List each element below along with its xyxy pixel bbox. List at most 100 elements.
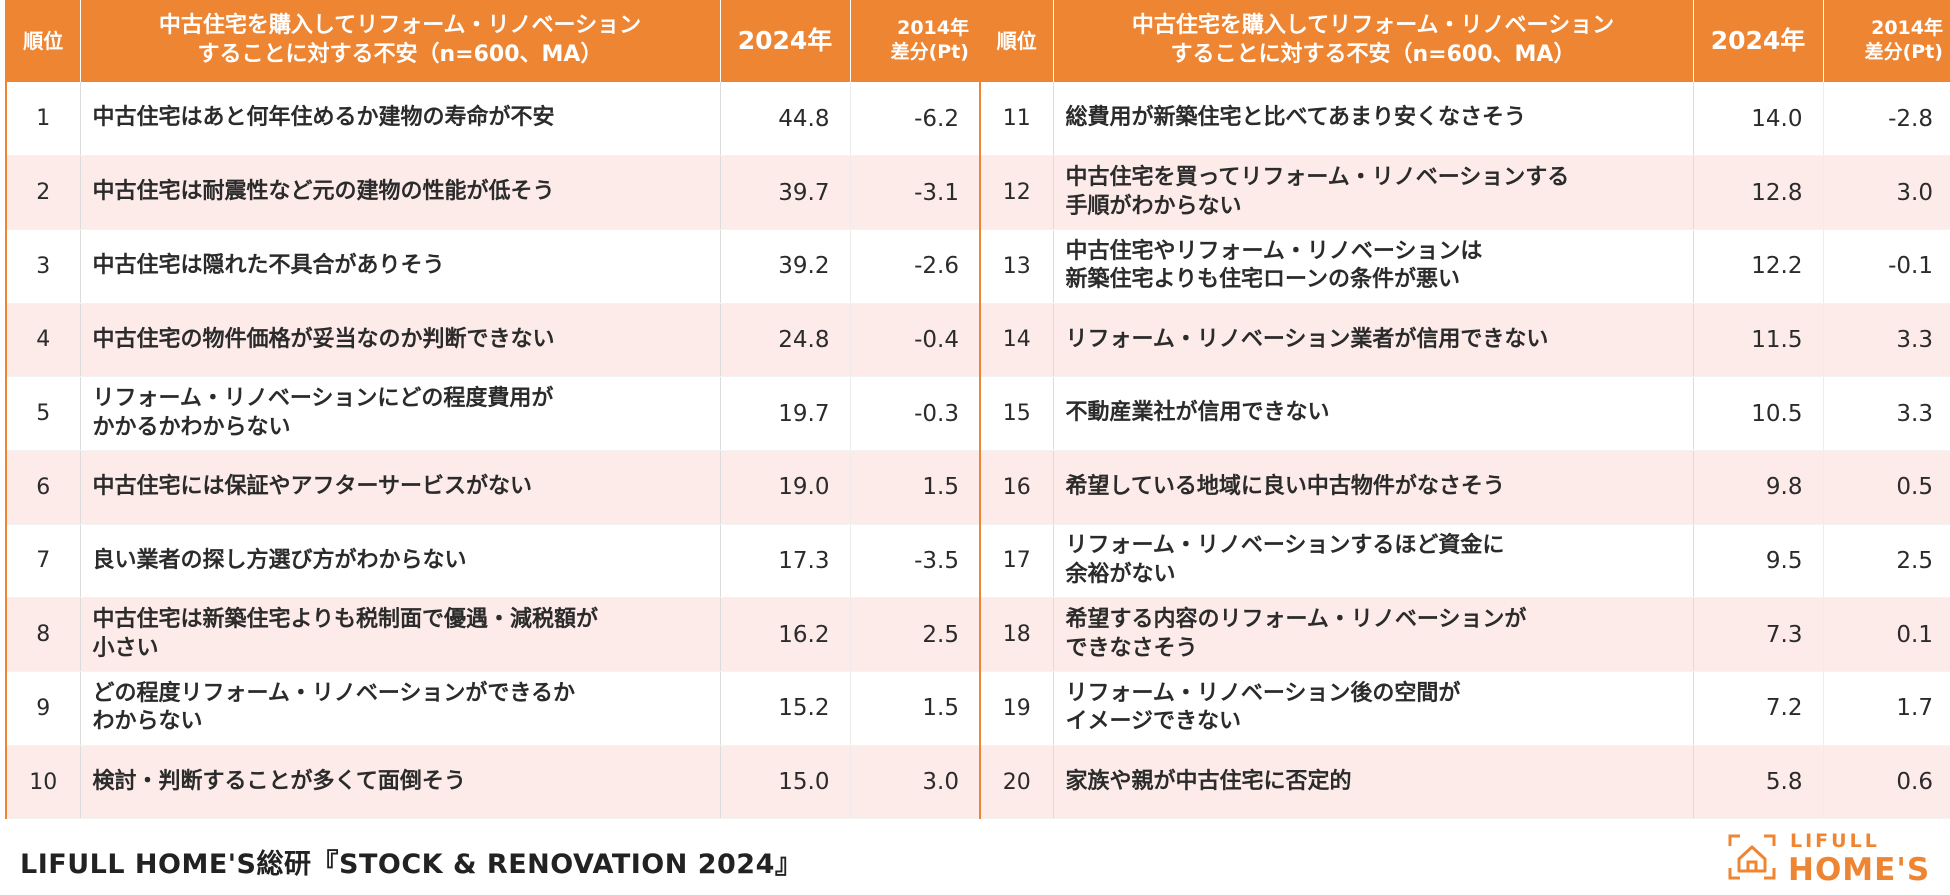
item-cell: 不動産業社が信用できない — [1053, 376, 1694, 451]
logo-text-small: LIFULL — [1790, 830, 1880, 852]
item-text-line1: 良い業者の探し方選び方がわからない — [92, 547, 467, 573]
value-2024-cell: 17.3 — [720, 524, 851, 599]
value-2024-cell: 44.8 — [720, 82, 851, 157]
item-text-line1: 総費用が新築住宅と比べてあまり安くなさそう — [1065, 105, 1526, 131]
rank-cell: 17 — [981, 524, 1054, 599]
rank-cell: 18 — [981, 597, 1054, 672]
item-text-line1: 中古住宅には保証やアフターサービスがない — [92, 473, 533, 499]
item-cell: 家族や親が中古住宅に否定的 — [1053, 745, 1694, 820]
rank-cell: 7 — [7, 524, 81, 599]
table-row: 15 不動産業社が信用できない 10.5 3.3 — [981, 376, 1950, 451]
rank-cell: 9 — [7, 671, 81, 746]
item-cell: リフォーム・リノベーションにどの程度費用が かかるかわからない — [80, 376, 721, 451]
lifull-homes-logo: LIFULL HOME'S — [1726, 826, 1936, 888]
item-text-line1: リフォーム・リノベーション業者が信用できない — [1065, 326, 1549, 352]
value-2024-cell: 15.0 — [720, 745, 851, 820]
value-2024-cell: 16.2 — [720, 597, 851, 672]
source-caption: LIFULL HOME'S総研『STOCK & RENOVATION 2024』 — [20, 849, 803, 880]
item-cell: 中古住宅は隠れた不具合がありそう — [80, 229, 721, 304]
diff-cell: -3.5 — [850, 524, 980, 599]
item-text-line2: 新築住宅よりも住宅ローンの条件が悪い — [1065, 267, 1460, 293]
rank-cell: 16 — [981, 450, 1054, 525]
value-2024-cell: 24.8 — [720, 303, 851, 378]
item-cell: 良い業者の探し方選び方がわからない — [80, 524, 721, 599]
diff-cell: 3.3 — [1823, 376, 1950, 451]
item-text-line1: 検討・判断することが多くて面倒そう — [92, 768, 466, 794]
diff-cell: 3.0 — [850, 745, 980, 820]
table-row: 17 リフォーム・リノベーションするほど資金に 余裕がない 9.5 2.5 — [981, 524, 1950, 599]
diff-cell: 2.5 — [1823, 524, 1950, 599]
item-text-line2: 小さい — [92, 635, 159, 661]
item-text-line1: リフォーム・リノベーションするほど資金に — [1065, 533, 1505, 559]
item-cell: 検討・判断することが多くて面倒そう — [80, 745, 721, 820]
header-item: 中古住宅を購入してリフォーム・リノベーション することに対する不安（n=600、… — [1053, 0, 1694, 82]
table-row: 5 リフォーム・リノベーションにどの程度費用が かかるかわからない 19.7 -0.3 — [7, 376, 980, 451]
value-2024-cell: 12.2 — [1693, 229, 1824, 304]
header-item-line2: することに対する不安（n=600、MA） — [197, 42, 603, 67]
diff-cell: -0.4 — [850, 303, 980, 378]
header-item-line1: 中古住宅を購入してリフォーム・リノベーション — [1131, 13, 1615, 39]
table-header-row: 順位 中古住宅を購入してリフォーム・リノベーション することに対する不安（n=6… — [981, 0, 1950, 82]
table-row: 20 家族や親が中古住宅に否定的 5.8 0.6 — [981, 745, 1950, 820]
item-text-line1: どの程度リフォーム・リノベーションができるか — [92, 680, 575, 706]
item-cell: 総費用が新築住宅と比べてあまり安くなさそう — [1053, 82, 1694, 157]
header-year: 2024年 — [1693, 0, 1824, 82]
item-cell: 中古住宅は耐震性など元の建物の性能が低そう — [80, 155, 721, 230]
diff-cell: 1.5 — [850, 671, 980, 746]
table-row: 7 良い業者の探し方選び方がわからない 17.3 -3.5 — [7, 524, 980, 599]
item-text-line1: 家族や親が中古住宅に否定的 — [1065, 768, 1352, 794]
value-2024-cell: 7.3 — [1693, 597, 1824, 672]
logo-text-big: HOME'S — [1788, 852, 1931, 888]
diff-cell: 1.7 — [1823, 671, 1950, 746]
rank-cell: 2 — [7, 155, 81, 230]
table-row: 4 中古住宅の物件価格が妥当なのか判断できない 24.8 -0.4 — [7, 303, 980, 378]
item-text-line2: イメージできない — [1065, 709, 1242, 735]
diff-cell: 0.1 — [1823, 597, 1950, 672]
table-row: 3 中古住宅は隠れた不具合がありそう 39.2 -2.6 — [7, 229, 980, 304]
header-diff: 2014年 差分(Pt) — [850, 0, 980, 82]
value-2024-cell: 19.0 — [720, 450, 851, 525]
diff-cell: -6.2 — [850, 82, 980, 157]
diff-cell: 1.5 — [850, 450, 980, 525]
item-cell: 中古住宅の物件価格が妥当なのか判断できない — [80, 303, 721, 378]
value-2024-cell: 9.5 — [1693, 524, 1824, 599]
item-text-line1: 中古住宅は耐震性など元の建物の性能が低そう — [92, 179, 555, 205]
item-text-line2: わからない — [92, 709, 203, 735]
diff-cell: 3.0 — [1823, 155, 1950, 230]
item-cell: 希望する内容のリフォーム・リノベーションが できなさそう — [1053, 597, 1694, 672]
value-2024-cell: 15.2 — [720, 671, 851, 746]
item-text-line2: かかるかわからない — [92, 414, 291, 440]
diff-cell: -2.8 — [1823, 82, 1950, 157]
table-row: 14 リフォーム・リノベーション業者が信用できない 11.5 3.3 — [981, 303, 1950, 378]
ranking-table-left: 順位 中古住宅を購入してリフォーム・リノベーション することに対する不安（n=6… — [7, 0, 981, 820]
item-text-line2: 余裕がない — [1065, 561, 1176, 587]
item-text-line2: できなさそう — [1065, 635, 1198, 661]
header-item-line2: することに対する不安（n=600、MA） — [1170, 42, 1576, 67]
table-row: 2 中古住宅は耐震性など元の建物の性能が低そう 39.7 -3.1 — [7, 155, 980, 230]
item-cell: 中古住宅は新築住宅よりも税制面で優遇・減税額が 小さい — [80, 597, 721, 672]
header-diff-line2: 差分(Pt) — [890, 41, 969, 63]
item-cell: 中古住宅はあと何年住めるか建物の寿命が不安 — [80, 82, 721, 157]
header-rank: 順位 — [7, 0, 81, 82]
rank-cell: 19 — [981, 671, 1054, 746]
table-row: 18 希望する内容のリフォーム・リノベーションが できなさそう 7.3 0.1 — [981, 597, 1950, 672]
diff-cell: 0.5 — [1823, 450, 1950, 525]
rank-cell: 10 — [7, 745, 81, 820]
item-text-line1: リフォーム・リノベーションにどの程度費用が — [92, 386, 554, 411]
item-cell: 中古住宅には保証やアフターサービスがない — [80, 450, 721, 525]
header-year: 2024年 — [720, 0, 851, 82]
header-item-line1: 中古住宅を購入してリフォーム・リノベーション — [158, 13, 642, 39]
table-row: 9 どの程度リフォーム・リノベーションができるか わからない 15.2 1.5 — [7, 671, 980, 746]
item-cell: 中古住宅やリフォーム・リノベーションは 新築住宅よりも住宅ローンの条件が悪い — [1053, 229, 1694, 304]
rank-cell: 5 — [7, 376, 81, 451]
item-text-line1: 中古住宅やリフォーム・リノベーションは — [1065, 238, 1483, 264]
table-row: 11 総費用が新築住宅と比べてあまり安くなさそう 14.0 -2.8 — [981, 82, 1950, 157]
header-item: 中古住宅を購入してリフォーム・リノベーション することに対する不安（n=600、… — [80, 0, 721, 82]
item-text-line1: リフォーム・リノベーション後の空間が — [1065, 680, 1461, 706]
item-text-line2: 手順がわからない — [1065, 193, 1242, 219]
header-diff-line1: 2014年 — [1871, 17, 1943, 40]
table-row: 1 中古住宅はあと何年住めるか建物の寿命が不安 44.8 -6.2 — [7, 82, 980, 157]
rank-cell: 11 — [981, 82, 1054, 157]
item-cell: リフォーム・リノベーションするほど資金に 余裕がない — [1053, 524, 1694, 599]
header-diff-line2: 差分(Pt) — [1864, 41, 1943, 63]
